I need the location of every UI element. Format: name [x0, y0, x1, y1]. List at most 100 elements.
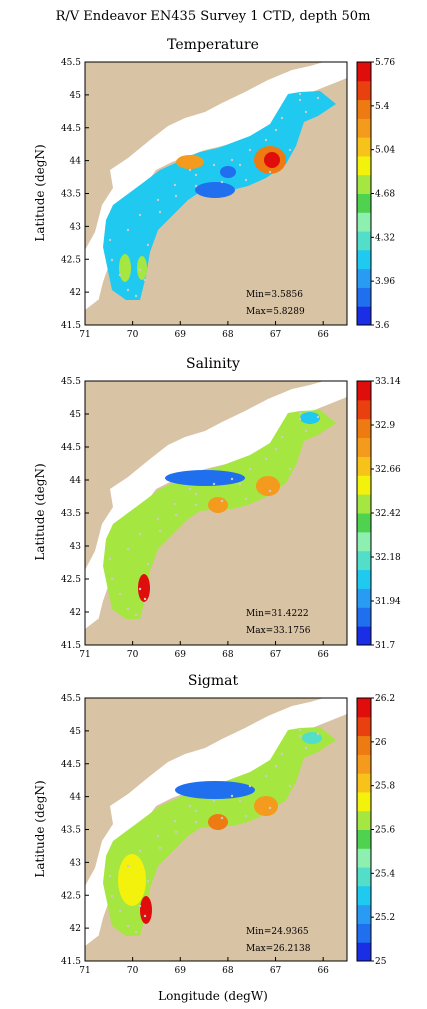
station-marker: [108, 874, 112, 878]
station-marker: [264, 457, 268, 461]
station-marker: [220, 499, 224, 503]
sigmat-min: Min=24.9365: [246, 927, 309, 937]
station-marker: [146, 243, 150, 247]
colorbar-swatch: [357, 418, 371, 439]
hotspots: [119, 146, 286, 282]
y-tick-label: 44.5: [61, 124, 81, 134]
station-marker: [274, 128, 278, 132]
y-tick-label: 45.5: [61, 377, 81, 387]
station-marker: [173, 819, 177, 823]
x-tick-label: 71: [79, 650, 90, 660]
station-marker: [230, 794, 234, 798]
colorbar-swatch: [357, 155, 371, 176]
cape-cod: [85, 619, 118, 645]
hotspot-south: [118, 854, 146, 906]
colorbar-swatch: [357, 754, 371, 774]
salinity-title: Salinity: [186, 356, 240, 372]
figure-title: R/V Endeavor EN435 Survey 1 CTD, depth 5…: [56, 9, 371, 24]
data-field: [103, 410, 336, 619]
y-tick-label: 42.5: [61, 575, 81, 585]
station-marker: [174, 194, 178, 198]
station-marker: [220, 180, 224, 184]
hotspot-salty-2: [256, 476, 280, 496]
salinity-y-ticks: 41.5 42 42.5 43 43.5 44 44.5 45 45.5: [61, 377, 89, 651]
y-tick-label: 44: [70, 157, 82, 167]
station-marker: [156, 517, 160, 521]
station-marker: [194, 492, 198, 496]
colorbar-swatch: [357, 867, 371, 887]
hotspot-max: [138, 574, 150, 602]
colorbar-swatch: [357, 212, 371, 232]
sigmat-y-ticks: 41.5 42 42.5 43 43.5 44 44.5 45 45.5: [61, 694, 89, 967]
station-marker: [173, 183, 177, 187]
colorbar-swatch: [357, 118, 371, 138]
hotspots: [116, 412, 320, 602]
colorbar-tick-label: 4.68: [375, 190, 395, 200]
station-marker: [230, 477, 234, 481]
y-tick-label: 42.5: [61, 255, 81, 265]
station-marker: [156, 834, 160, 838]
y-tick-label: 43.5: [61, 190, 81, 200]
station-marker: [264, 774, 268, 778]
x-axis-label: Longitude (degW): [158, 989, 268, 1003]
y-tick-label: 44: [70, 793, 82, 803]
colorbar-tick-label: 4.32: [375, 233, 395, 243]
station-marker: [268, 170, 272, 174]
colorbar-tick-label: 25: [375, 957, 387, 967]
station-marker: [108, 238, 112, 242]
station-marker: [110, 258, 114, 262]
colorbar-tick-label: 25.6: [375, 826, 395, 836]
y-tick-label: 44.5: [61, 443, 81, 453]
station-marker: [274, 764, 278, 768]
hotspot-dense-2: [254, 796, 278, 816]
station-marker: [110, 577, 114, 581]
station-marker: [288, 467, 292, 471]
colorbar-tick-label: 5.76: [375, 58, 395, 68]
station-marker: [126, 228, 130, 232]
x-tick-label: 68: [222, 966, 234, 976]
y-tick-label: 45.5: [61, 694, 81, 704]
station-marker: [188, 487, 192, 491]
station-marker: [158, 210, 162, 214]
data-field: [103, 91, 336, 300]
salinity-y-label: Latitude (degN): [33, 463, 47, 560]
x-tick-label: 67: [270, 966, 282, 976]
station-marker: [156, 198, 160, 202]
station-marker: [138, 904, 142, 908]
station-marker: [146, 562, 150, 566]
station-marker: [304, 429, 308, 433]
y-tick-label: 41.5: [61, 321, 81, 331]
x-tick-label: 68: [222, 330, 234, 340]
x-tick-label: 69: [175, 650, 187, 660]
temperature-title: Temperature: [167, 37, 259, 53]
station-marker: [138, 268, 142, 272]
y-tick-label: 41.5: [61, 641, 81, 651]
station-marker: [194, 173, 198, 177]
colorbar-tick-label: 32.42: [375, 509, 401, 519]
hotspot-light-band: [175, 781, 255, 799]
temperature-stations: [108, 92, 320, 298]
colorbar-swatch: [357, 62, 371, 82]
salinity-colorbar: 31.7 31.94 32.18 32.42 32.66 32.9 33.14: [356, 377, 401, 651]
colorbar-swatch: [357, 437, 371, 457]
hotspot-fresh-band: [165, 470, 245, 486]
y-tick-label: 43.5: [61, 509, 81, 519]
hotspot-max: [264, 152, 280, 168]
station-marker: [110, 894, 114, 898]
station-marker: [173, 502, 177, 506]
colorbar-swatch: [357, 513, 371, 533]
station-marker: [174, 830, 178, 834]
station-marker: [264, 138, 268, 142]
temperature-map: [85, 62, 347, 325]
colorbar-swatch: [357, 626, 371, 646]
station-marker: [298, 411, 302, 415]
colorbar-swatch: [357, 810, 371, 830]
station-marker: [126, 864, 130, 868]
station-marker: [288, 784, 292, 788]
cape-cod: [85, 936, 118, 961]
hotspot-salty-1: [208, 497, 228, 513]
station-marker: [248, 148, 252, 152]
station-marker: [238, 799, 242, 803]
x-tick-label: 71: [79, 330, 90, 340]
colorbar-swatch: [357, 137, 371, 157]
